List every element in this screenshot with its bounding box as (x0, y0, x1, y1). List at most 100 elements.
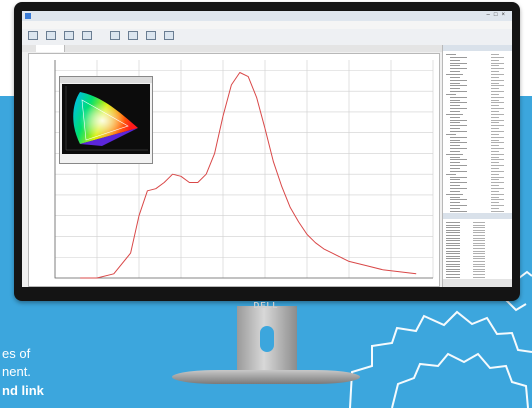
result-row[interactable] (443, 247, 512, 250)
result-row[interactable] (443, 239, 512, 242)
property-row[interactable] (443, 73, 512, 76)
result-row[interactable] (443, 221, 512, 224)
property-row[interactable] (443, 99, 512, 102)
property-row[interactable] (443, 181, 512, 184)
property-value (491, 91, 504, 93)
property-row[interactable] (443, 139, 512, 142)
property-row[interactable] (443, 170, 512, 173)
property-row[interactable] (443, 156, 512, 159)
property-value (491, 150, 499, 152)
cie-chromaticity-window[interactable] (59, 76, 153, 164)
property-row[interactable] (443, 53, 512, 56)
result-row[interactable] (443, 224, 512, 227)
result-row[interactable] (443, 260, 512, 263)
property-row[interactable] (443, 196, 512, 199)
property-row[interactable] (443, 76, 512, 79)
property-row[interactable] (443, 56, 512, 59)
property-row[interactable] (443, 127, 512, 130)
result-row[interactable] (443, 257, 512, 260)
property-row[interactable] (443, 147, 512, 150)
property-key (450, 162, 460, 164)
property-row[interactable] (443, 173, 512, 176)
result-row[interactable] (443, 226, 512, 229)
property-row[interactable] (443, 153, 512, 156)
result-row[interactable] (443, 270, 512, 273)
calibrate-button[interactable] (126, 31, 140, 43)
properties-panel-tabs[interactable] (443, 279, 512, 287)
property-row[interactable] (443, 84, 512, 87)
property-row[interactable] (443, 82, 512, 85)
result-row[interactable] (443, 252, 512, 255)
property-row[interactable] (443, 62, 512, 65)
property-row[interactable] (443, 133, 512, 136)
property-row[interactable] (443, 104, 512, 107)
property-row[interactable] (443, 110, 512, 113)
result-row[interactable] (443, 237, 512, 240)
property-row[interactable] (443, 187, 512, 190)
property-row[interactable] (443, 144, 512, 147)
property-row[interactable] (443, 113, 512, 116)
property-key (450, 207, 460, 209)
property-row[interactable] (443, 184, 512, 187)
print-button[interactable] (162, 31, 176, 43)
capture-button[interactable] (62, 31, 76, 43)
property-row[interactable] (443, 198, 512, 201)
property-row[interactable] (443, 176, 512, 179)
result-row[interactable] (443, 244, 512, 247)
property-row[interactable] (443, 64, 512, 67)
property-row[interactable] (443, 124, 512, 127)
result-row[interactable] (443, 263, 512, 266)
property-row[interactable] (443, 161, 512, 164)
property-value (491, 162, 499, 164)
property-row[interactable] (443, 141, 512, 144)
property-row[interactable] (443, 167, 512, 170)
settings-button[interactable] (80, 31, 94, 43)
property-row[interactable] (443, 121, 512, 124)
result-value (473, 224, 485, 226)
close-icon[interactable]: × (501, 12, 509, 18)
property-row[interactable] (443, 164, 512, 167)
window-controls[interactable]: –□× (487, 12, 509, 18)
property-row[interactable] (443, 79, 512, 82)
result-row[interactable] (443, 276, 512, 279)
maximize-icon[interactable]: □ (493, 12, 502, 18)
property-row[interactable] (443, 193, 512, 196)
property-row[interactable] (443, 93, 512, 96)
spectrum-plot[interactable] (28, 53, 440, 287)
property-row[interactable] (443, 130, 512, 133)
property-row[interactable] (443, 158, 512, 161)
property-row[interactable] (443, 207, 512, 210)
property-row[interactable] (443, 204, 512, 207)
property-row[interactable] (443, 96, 512, 99)
measure-button[interactable] (108, 31, 122, 43)
result-row[interactable] (443, 265, 512, 268)
property-row[interactable] (443, 201, 512, 204)
result-row[interactable] (443, 242, 512, 245)
export-button[interactable] (144, 31, 158, 43)
result-row[interactable] (443, 255, 512, 258)
result-row[interactable] (443, 231, 512, 234)
result-row[interactable] (443, 234, 512, 237)
result-row[interactable] (443, 250, 512, 253)
property-row[interactable] (443, 67, 512, 70)
property-row[interactable] (443, 107, 512, 110)
property-row[interactable] (443, 101, 512, 104)
property-row[interactable] (443, 59, 512, 62)
property-row[interactable] (443, 70, 512, 73)
property-row[interactable] (443, 210, 512, 213)
property-row[interactable] (443, 87, 512, 90)
result-row[interactable] (443, 229, 512, 232)
result-row[interactable] (443, 268, 512, 271)
tab-spectrum[interactable] (36, 45, 65, 52)
minimize-icon[interactable]: – (486, 12, 494, 18)
property-row[interactable] (443, 116, 512, 119)
property-row[interactable] (443, 150, 512, 153)
property-row[interactable] (443, 136, 512, 139)
property-row[interactable] (443, 119, 512, 122)
result-row[interactable] (443, 273, 512, 276)
property-row[interactable] (443, 90, 512, 93)
property-row[interactable] (443, 190, 512, 193)
property-row[interactable] (443, 178, 512, 181)
open-button[interactable] (26, 31, 40, 43)
save-button[interactable] (44, 31, 58, 43)
